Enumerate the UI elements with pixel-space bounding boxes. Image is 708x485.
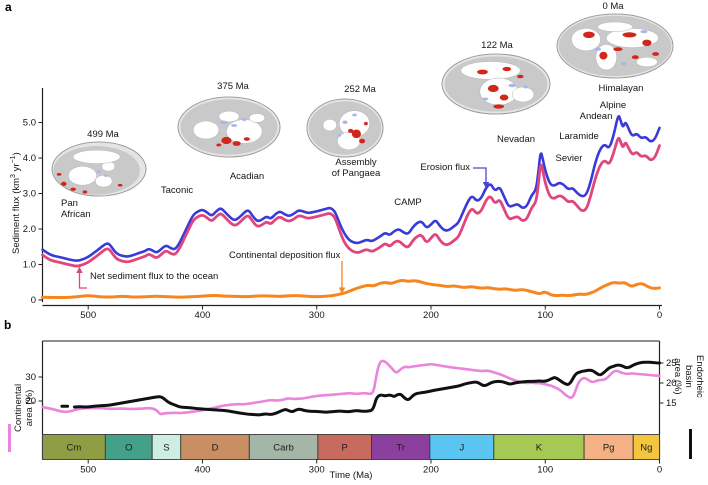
event-alpine: Alpine [599,100,627,111]
panel-a-xtick: 400 [195,310,211,321]
series-net-sediment-flux-to-the-ocean [41,136,661,268]
period-D [180,434,250,460]
period-label-S: S [163,443,169,454]
map-inset-3 [441,53,551,115]
period-label-Ng: Ng [640,443,652,454]
map-inset-2 [306,98,384,158]
panel-b-xtick: 300 [309,465,325,476]
panel-b-xtick: 200 [423,465,439,476]
panel-b-left-tick: 30 [25,372,36,383]
event-nevadan: Nevadan [496,134,536,145]
panel-a-ytick: 2.0 [23,224,36,235]
panel-b-right-tick: 25 [666,358,677,369]
period-label-Cm: Cm [67,443,82,454]
panel-a-ytick: 5.0 [23,118,36,129]
panel-a-xtick: 100 [537,310,553,321]
map-age-499: 499 Ma [87,129,119,140]
panel-a-ytick: 0 [31,295,36,306]
event-laramide: Laramide [559,131,599,142]
panel-a-chart: 0 1.0 2.0 3.0 4.0 5.0 500 400 300 200 100 0 [23,88,662,321]
map-age-0: 0 Ma [602,1,624,12]
panel-b-chart: Cm O S D Carb P Tr J K Pg Ng 30 20 25 20 15 500 400 300 200… [25,340,677,476]
time-axis-label: Time (Ma) [329,470,373,481]
panel-a-xtick: 500 [80,310,96,321]
period-J [429,434,495,460]
panel-b-left-label: Continental area (%) [13,383,35,432]
map-age-252: 252 Ma [344,84,376,95]
event-assembly: Assembly of Pangaea [331,157,381,179]
panel-a-ylabel: Sediment flux (km3 yr−1) [10,152,23,254]
continental-line-sample [8,424,11,452]
period-K [493,434,585,460]
period-label-P: P [342,443,348,454]
panel-b-xtick: 0 [657,465,662,476]
panel-a-xtick: 200 [423,310,439,321]
period-O [104,434,153,460]
callout-net-flux: Net sediment flux to the ocean [90,271,219,282]
event-camp: CAMP [394,197,422,208]
panel-b-right-tick: 20 [666,378,677,389]
period-label-J: J [459,443,464,454]
panel-b-right-label: Endorheic basin area (%) [672,355,705,398]
event-acadian: Acadian [229,171,265,182]
event-andean: Andean [579,111,613,122]
period-Pg [583,434,634,460]
series-continental-deposition-flux [41,278,661,299]
map-inset-0 [51,141,147,197]
panel-b-xtick: 400 [195,465,211,476]
period-label-O: O [125,443,132,454]
period-Tr [371,434,431,460]
period-P [317,434,373,460]
event-sevier: Sevier [555,153,583,164]
map-age-122: 122 Ma [481,40,513,51]
series-erosion-flux [41,114,661,262]
map-inset-1 [177,96,281,158]
period-label-K: K [536,443,543,454]
panel-a-xtick: 0 [657,310,662,321]
map-inset-4 [556,13,674,79]
event-pan-african: Pan African [61,198,91,220]
event-himalayan: Himalayan [598,83,644,94]
period-Cm [42,434,106,460]
endorheic-line-sample [689,429,692,459]
panel-a-xtick: 300 [309,310,325,321]
panel-b-xtick: 500 [80,465,96,476]
panel-b-label: b [4,318,12,332]
panel-a-label: a [5,0,12,14]
callout-deposition-flux: Continental deposition flux [229,250,341,261]
map-age-375: 375 Ma [217,81,249,92]
series-endorheic-basin-area [73,360,661,417]
period-label-Carb: Carb [273,443,294,454]
series-continental-area [41,359,661,416]
period-Carb [248,434,319,460]
period-S [151,434,182,460]
period-label-D: D [212,443,219,454]
panel-b-left-tick: 20 [25,396,36,407]
period-label-Pg: Pg [603,443,615,454]
event-taconic: Taconic [160,185,194,196]
period-Ng [632,434,660,460]
panel-a-ytick: 1.0 [23,260,36,271]
panel-b-right-tick: 15 [666,398,677,409]
callout-erosion-flux: Erosion flux [420,162,470,173]
panel-b-xtick: 100 [537,465,553,476]
panel-a-ytick: 3.0 [23,189,36,200]
panel-a-ytick: 4.0 [23,153,36,164]
period-label-Tr: Tr [396,443,405,454]
